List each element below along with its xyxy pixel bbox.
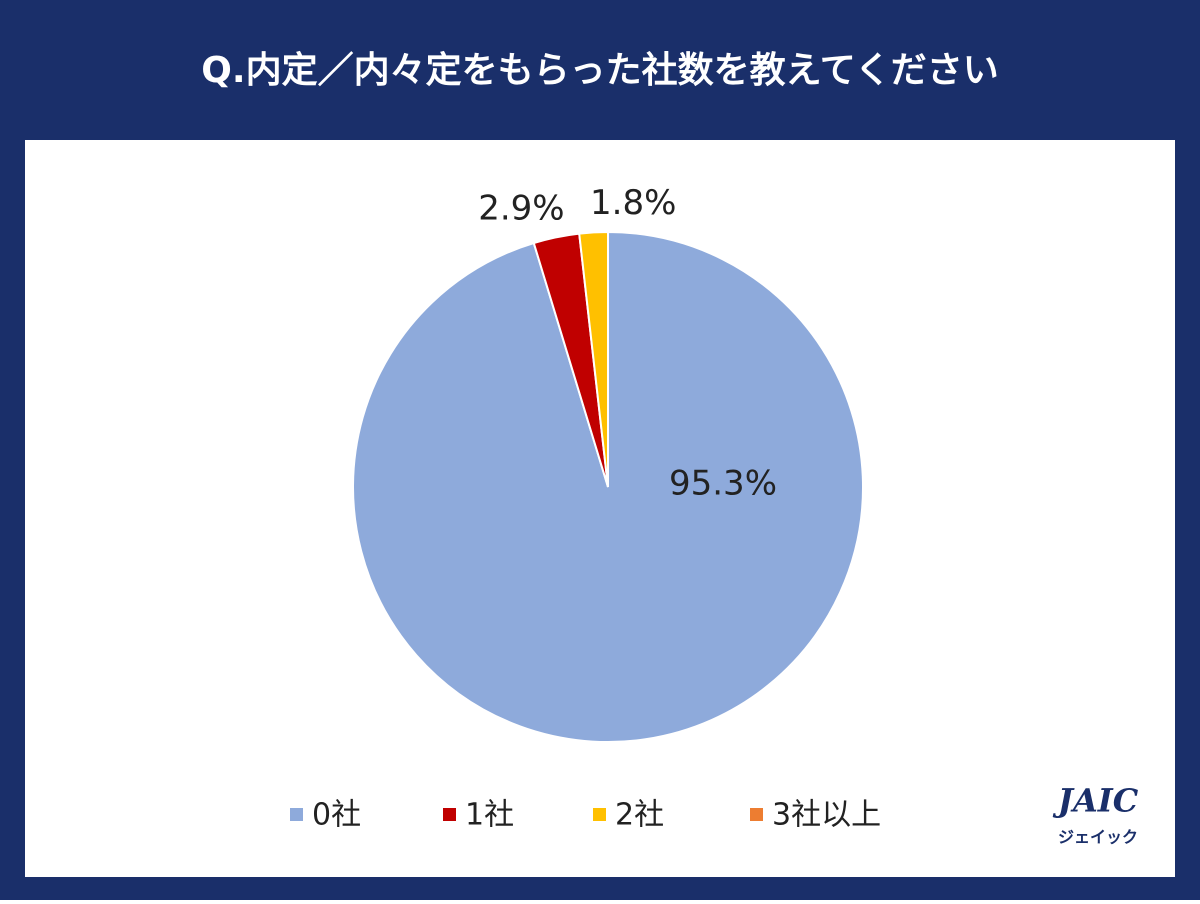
legend-marker <box>290 808 303 821</box>
legend-label: 2社 <box>615 798 664 833</box>
logo-name: JAIC <box>1052 782 1139 820</box>
legend-label: 3社以上 <box>772 798 881 833</box>
logo-kana: ジェイック <box>1058 828 1138 847</box>
chart-title: Q.内定／内々定をもらった社数を教えてください <box>201 50 998 91</box>
data-label: 2.9% <box>478 188 564 228</box>
legend-marker <box>593 808 606 821</box>
data-label: 1.8% <box>590 183 676 223</box>
data-label: 95.3% <box>669 464 777 504</box>
legend-marker <box>750 808 763 821</box>
legend-label: 0社 <box>312 798 361 833</box>
legend-label: 1社 <box>465 798 514 833</box>
legend-marker <box>443 808 456 821</box>
